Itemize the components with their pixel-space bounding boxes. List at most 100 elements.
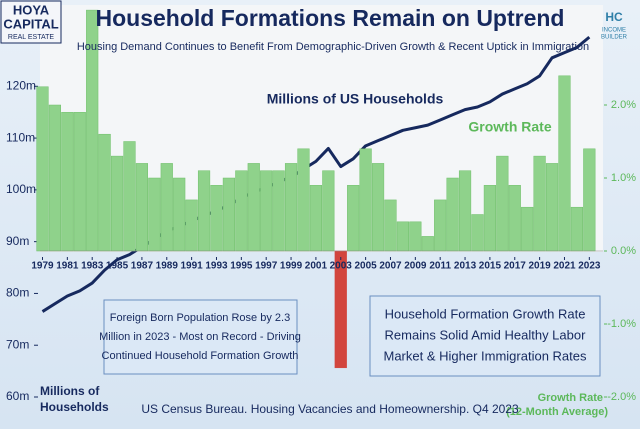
bar	[272, 170, 285, 252]
x-tick-label: 1987	[131, 261, 154, 272]
annotation-box	[103, 299, 298, 375]
y2-axis-label: Growth Rate	[538, 392, 603, 404]
y-tick-label: 60m	[6, 389, 29, 403]
annotation: Market & Higher Immigration Rates	[383, 348, 587, 363]
y-tick-label: 120m	[6, 78, 36, 92]
bar	[197, 170, 211, 252]
x-tick-label: 2007	[379, 261, 402, 272]
chart-subtitle: Housing Demand Continues to Benefit From…	[77, 41, 589, 53]
x-tick-label: 2001	[305, 261, 328, 272]
y-axis-label: Households	[40, 400, 109, 414]
logo2-text: INCOME	[602, 28, 626, 34]
x-tick-label: 2021	[553, 261, 576, 272]
bar	[110, 155, 124, 252]
logo-text: CAPITAL	[3, 16, 58, 31]
y2-tick-label: -2.0%	[607, 391, 636, 403]
x-tick-label: 1999	[280, 261, 303, 272]
annotation: Million in 2023 - Most on Record - Drivi…	[99, 331, 301, 343]
x-tick-label: 1981	[56, 261, 79, 272]
bar	[235, 170, 248, 252]
bar	[73, 112, 86, 252]
bar	[483, 185, 496, 252]
bar	[173, 177, 186, 252]
x-tick-label: 1995	[230, 261, 253, 272]
bar	[458, 170, 472, 252]
bar	[284, 163, 298, 252]
annotation: Household Formation Growth Rate	[385, 306, 586, 321]
x-tick-label: 2005	[354, 261, 377, 272]
bar	[297, 148, 310, 252]
bar	[396, 221, 409, 252]
x-tick-label: 1993	[205, 261, 228, 272]
x-tick-label: 2009	[404, 261, 427, 272]
bar	[409, 221, 422, 252]
bar	[247, 163, 260, 252]
bar	[545, 163, 559, 252]
bar	[446, 177, 459, 252]
bar	[371, 163, 385, 252]
logo-text: HOYA	[13, 2, 50, 17]
bar	[347, 185, 360, 252]
y-tick-label: 70m	[6, 337, 29, 351]
marks: 60m 70m 80m 90m 100m 110m 120m 2.0% 1.0% 0.0% -1.0…	[6, 9, 636, 403]
y-tick-label: 100m	[6, 182, 36, 196]
y-tick-label: 90m	[6, 234, 29, 248]
annotation-box	[369, 295, 601, 377]
bar	[570, 206, 583, 252]
x-tick-label: 2015	[479, 261, 502, 272]
bar	[471, 214, 484, 252]
bar	[508, 185, 521, 252]
logo2-text: HC	[605, 10, 623, 24]
annotation: Foreign Born Population Rose by 2.3	[110, 312, 290, 324]
y-tick-label: 110m	[6, 130, 35, 144]
bar	[260, 170, 273, 252]
bar	[98, 133, 111, 252]
x-tick-label: 1997	[255, 261, 278, 272]
y2-tick-label: 0.0%	[611, 245, 636, 257]
bar	[135, 163, 149, 252]
x-tick-label: 2013	[454, 261, 477, 272]
chart-title: Household Formations Remain on Uptrend	[96, 5, 565, 31]
y2-axis-label: (12-Month Average)	[506, 406, 608, 418]
bar	[496, 155, 509, 252]
bar	[309, 185, 322, 252]
y2-tick-label: -1.0%	[607, 318, 636, 330]
logo-text: REAL ESTATE	[8, 34, 54, 41]
bar	[36, 86, 49, 252]
y2-tick-label: 2.0%	[611, 99, 636, 111]
x-tick-label: 2003	[330, 261, 353, 272]
x-tick-label: 2019	[528, 261, 551, 272]
x-tick-label: 1989	[156, 261, 179, 272]
y-axis-label: Millions of	[40, 384, 100, 398]
series-label: Growth Rate	[468, 119, 551, 135]
bar	[123, 141, 136, 252]
bar	[558, 75, 571, 252]
bar	[421, 236, 434, 252]
bar	[61, 112, 74, 252]
bar	[222, 177, 236, 252]
x-tick-label: 2023	[578, 261, 601, 272]
bar	[384, 199, 397, 252]
y-tick-label: 80m	[6, 286, 29, 300]
bar	[48, 104, 62, 252]
bar	[434, 199, 447, 252]
x-tick-label: 1983	[81, 261, 104, 272]
annotation: Remains Solid Amid Healthy Labor	[385, 327, 587, 342]
x-tick-label: 1979	[31, 261, 54, 272]
bar	[359, 148, 372, 252]
series-label: Millions of US Households	[267, 91, 444, 107]
bar	[210, 185, 223, 252]
bar	[148, 177, 161, 252]
x-tick-label: 2011	[429, 261, 451, 272]
source: US Census Bureau. Housing Vacancies and …	[141, 402, 519, 416]
bar	[185, 199, 198, 252]
x-tick-label: 1985	[106, 261, 129, 272]
logo2-text: BUILDER	[601, 35, 628, 41]
x-tick-label: 1991	[180, 261, 203, 272]
bar	[583, 148, 596, 252]
bar	[533, 155, 546, 252]
bar	[322, 170, 335, 252]
x-tick-label: 2017	[504, 261, 527, 272]
